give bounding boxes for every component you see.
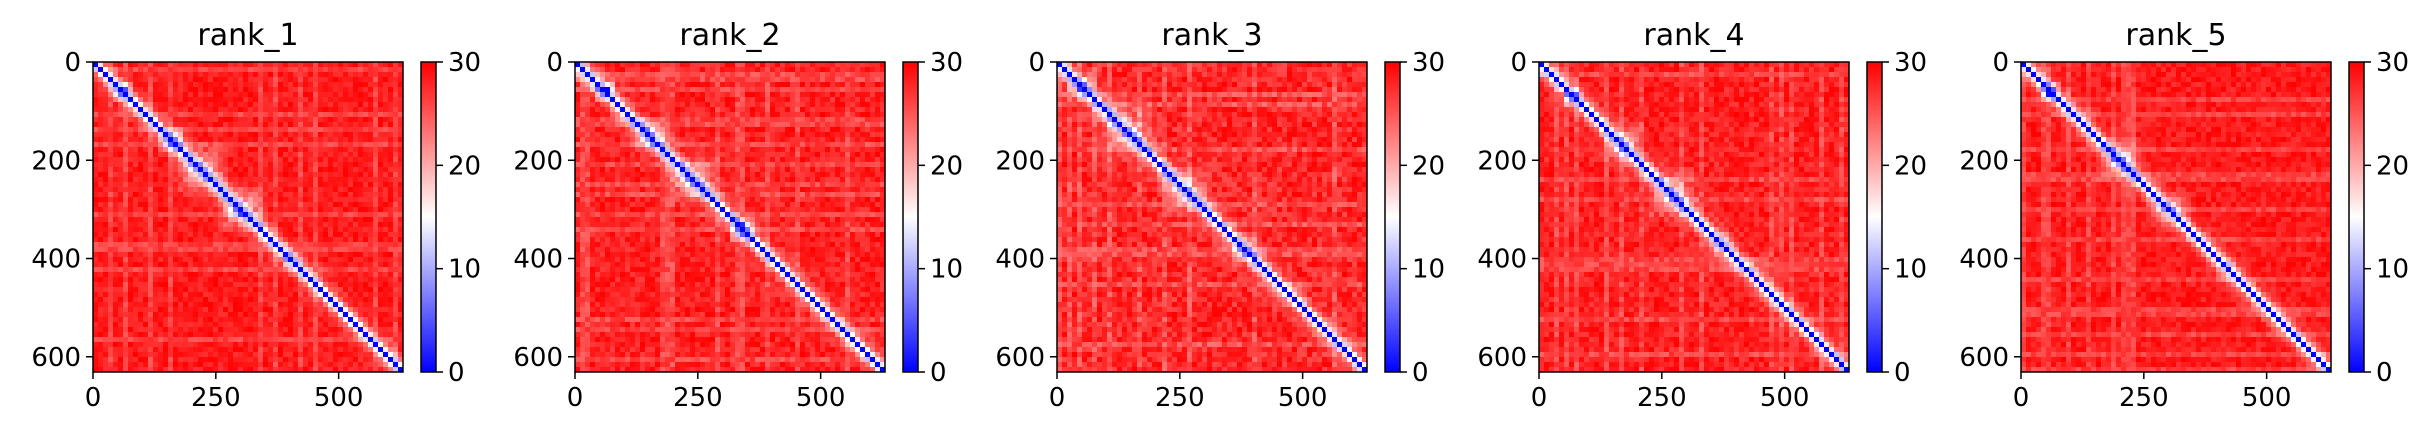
y-tick-label: 200 <box>31 146 81 176</box>
x-tick-label: 250 <box>1155 383 1205 413</box>
colorbar-tick-label: 20 <box>448 151 481 181</box>
axes-frame <box>1056 61 1368 373</box>
x-tick-label: 250 <box>191 383 241 413</box>
x-tick-label: 500 <box>2242 383 2292 413</box>
x-tick-label: 500 <box>314 383 364 413</box>
y-tick-label: 600 <box>1477 343 1527 373</box>
x-tick-label: 500 <box>1278 383 1328 413</box>
colorbar-tick-label: 20 <box>1894 151 1927 181</box>
x-tick-label: 0 <box>567 383 584 413</box>
colorbar-tick-label: 20 <box>930 151 963 181</box>
colorbar-tick-label: 30 <box>1894 48 1927 78</box>
x-tick-label: 0 <box>2013 383 2030 413</box>
colorbar-tick-label: 30 <box>1412 48 1445 78</box>
heatmap-image <box>1539 62 1849 372</box>
colorbar-tick-label: 10 <box>2376 255 2409 285</box>
heatmap-image <box>2021 62 2331 372</box>
y-tick-label: 0 <box>1992 48 2009 78</box>
x-tick-label: 0 <box>1531 383 1548 413</box>
axes-frame <box>92 61 404 373</box>
colorbar-tick-label: 0 <box>1894 358 1911 388</box>
y-tick-label: 200 <box>513 146 563 176</box>
colorbar-tick-label: 0 <box>930 358 947 388</box>
heatmap-image <box>1057 62 1367 372</box>
heatmap-image <box>93 62 403 372</box>
y-tick-label: 0 <box>64 48 81 78</box>
y-tick-label: 400 <box>995 245 1045 275</box>
y-tick-label: 400 <box>1959 245 2009 275</box>
colorbar-tick-label: 10 <box>1894 255 1927 285</box>
axes-frame <box>574 61 886 373</box>
heatmap-image <box>575 62 885 372</box>
chart-title: rank_5 <box>2125 18 2226 53</box>
x-tick-label: 0 <box>1049 383 1066 413</box>
colorbar-tick-label: 10 <box>930 255 963 285</box>
y-tick-label: 600 <box>995 343 1045 373</box>
y-tick-label: 400 <box>513 245 563 275</box>
x-tick-label: 500 <box>1760 383 1810 413</box>
y-tick-label: 200 <box>1477 146 1527 176</box>
y-tick-label: 0 <box>1028 48 1045 78</box>
colorbar <box>2348 61 2365 373</box>
y-tick-label: 600 <box>31 343 81 373</box>
y-tick-label: 200 <box>1959 146 2009 176</box>
x-tick-label: 0 <box>85 383 102 413</box>
chart-title: rank_4 <box>1643 18 1744 53</box>
colorbar-tick-label: 10 <box>1412 255 1445 285</box>
y-tick-label: 600 <box>1959 343 2009 373</box>
colorbar-tick-label: 30 <box>930 48 963 78</box>
colorbar <box>1384 61 1401 373</box>
y-tick-label: 0 <box>546 48 563 78</box>
colorbar-tick-label: 0 <box>448 358 465 388</box>
colorbar-tick-label: 10 <box>448 255 481 285</box>
chart-title: rank_1 <box>197 18 298 53</box>
chart-title: rank_2 <box>679 18 780 53</box>
y-tick-label: 200 <box>995 146 1045 176</box>
colorbar-tick-label: 30 <box>2376 48 2409 78</box>
chart-title: rank_3 <box>1161 18 1262 53</box>
colorbar <box>420 61 437 373</box>
colorbar-tick-label: 20 <box>2376 151 2409 181</box>
axes-frame <box>2020 61 2332 373</box>
axes-frame <box>1538 61 1850 373</box>
colorbar <box>1866 61 1883 373</box>
colorbar-tick-label: 20 <box>1412 151 1445 181</box>
x-tick-label: 250 <box>673 383 723 413</box>
x-tick-label: 250 <box>1637 383 1687 413</box>
colorbar <box>902 61 919 373</box>
y-tick-label: 0 <box>1510 48 1527 78</box>
colorbar-tick-label: 30 <box>448 48 481 78</box>
colorbar-tick-label: 0 <box>1412 358 1429 388</box>
colorbar-tick-label: 0 <box>2376 358 2393 388</box>
x-tick-label: 500 <box>796 383 846 413</box>
y-tick-label: 400 <box>1477 245 1527 275</box>
x-tick-label: 250 <box>2119 383 2169 413</box>
y-tick-label: 400 <box>31 245 81 275</box>
y-tick-label: 600 <box>513 343 563 373</box>
